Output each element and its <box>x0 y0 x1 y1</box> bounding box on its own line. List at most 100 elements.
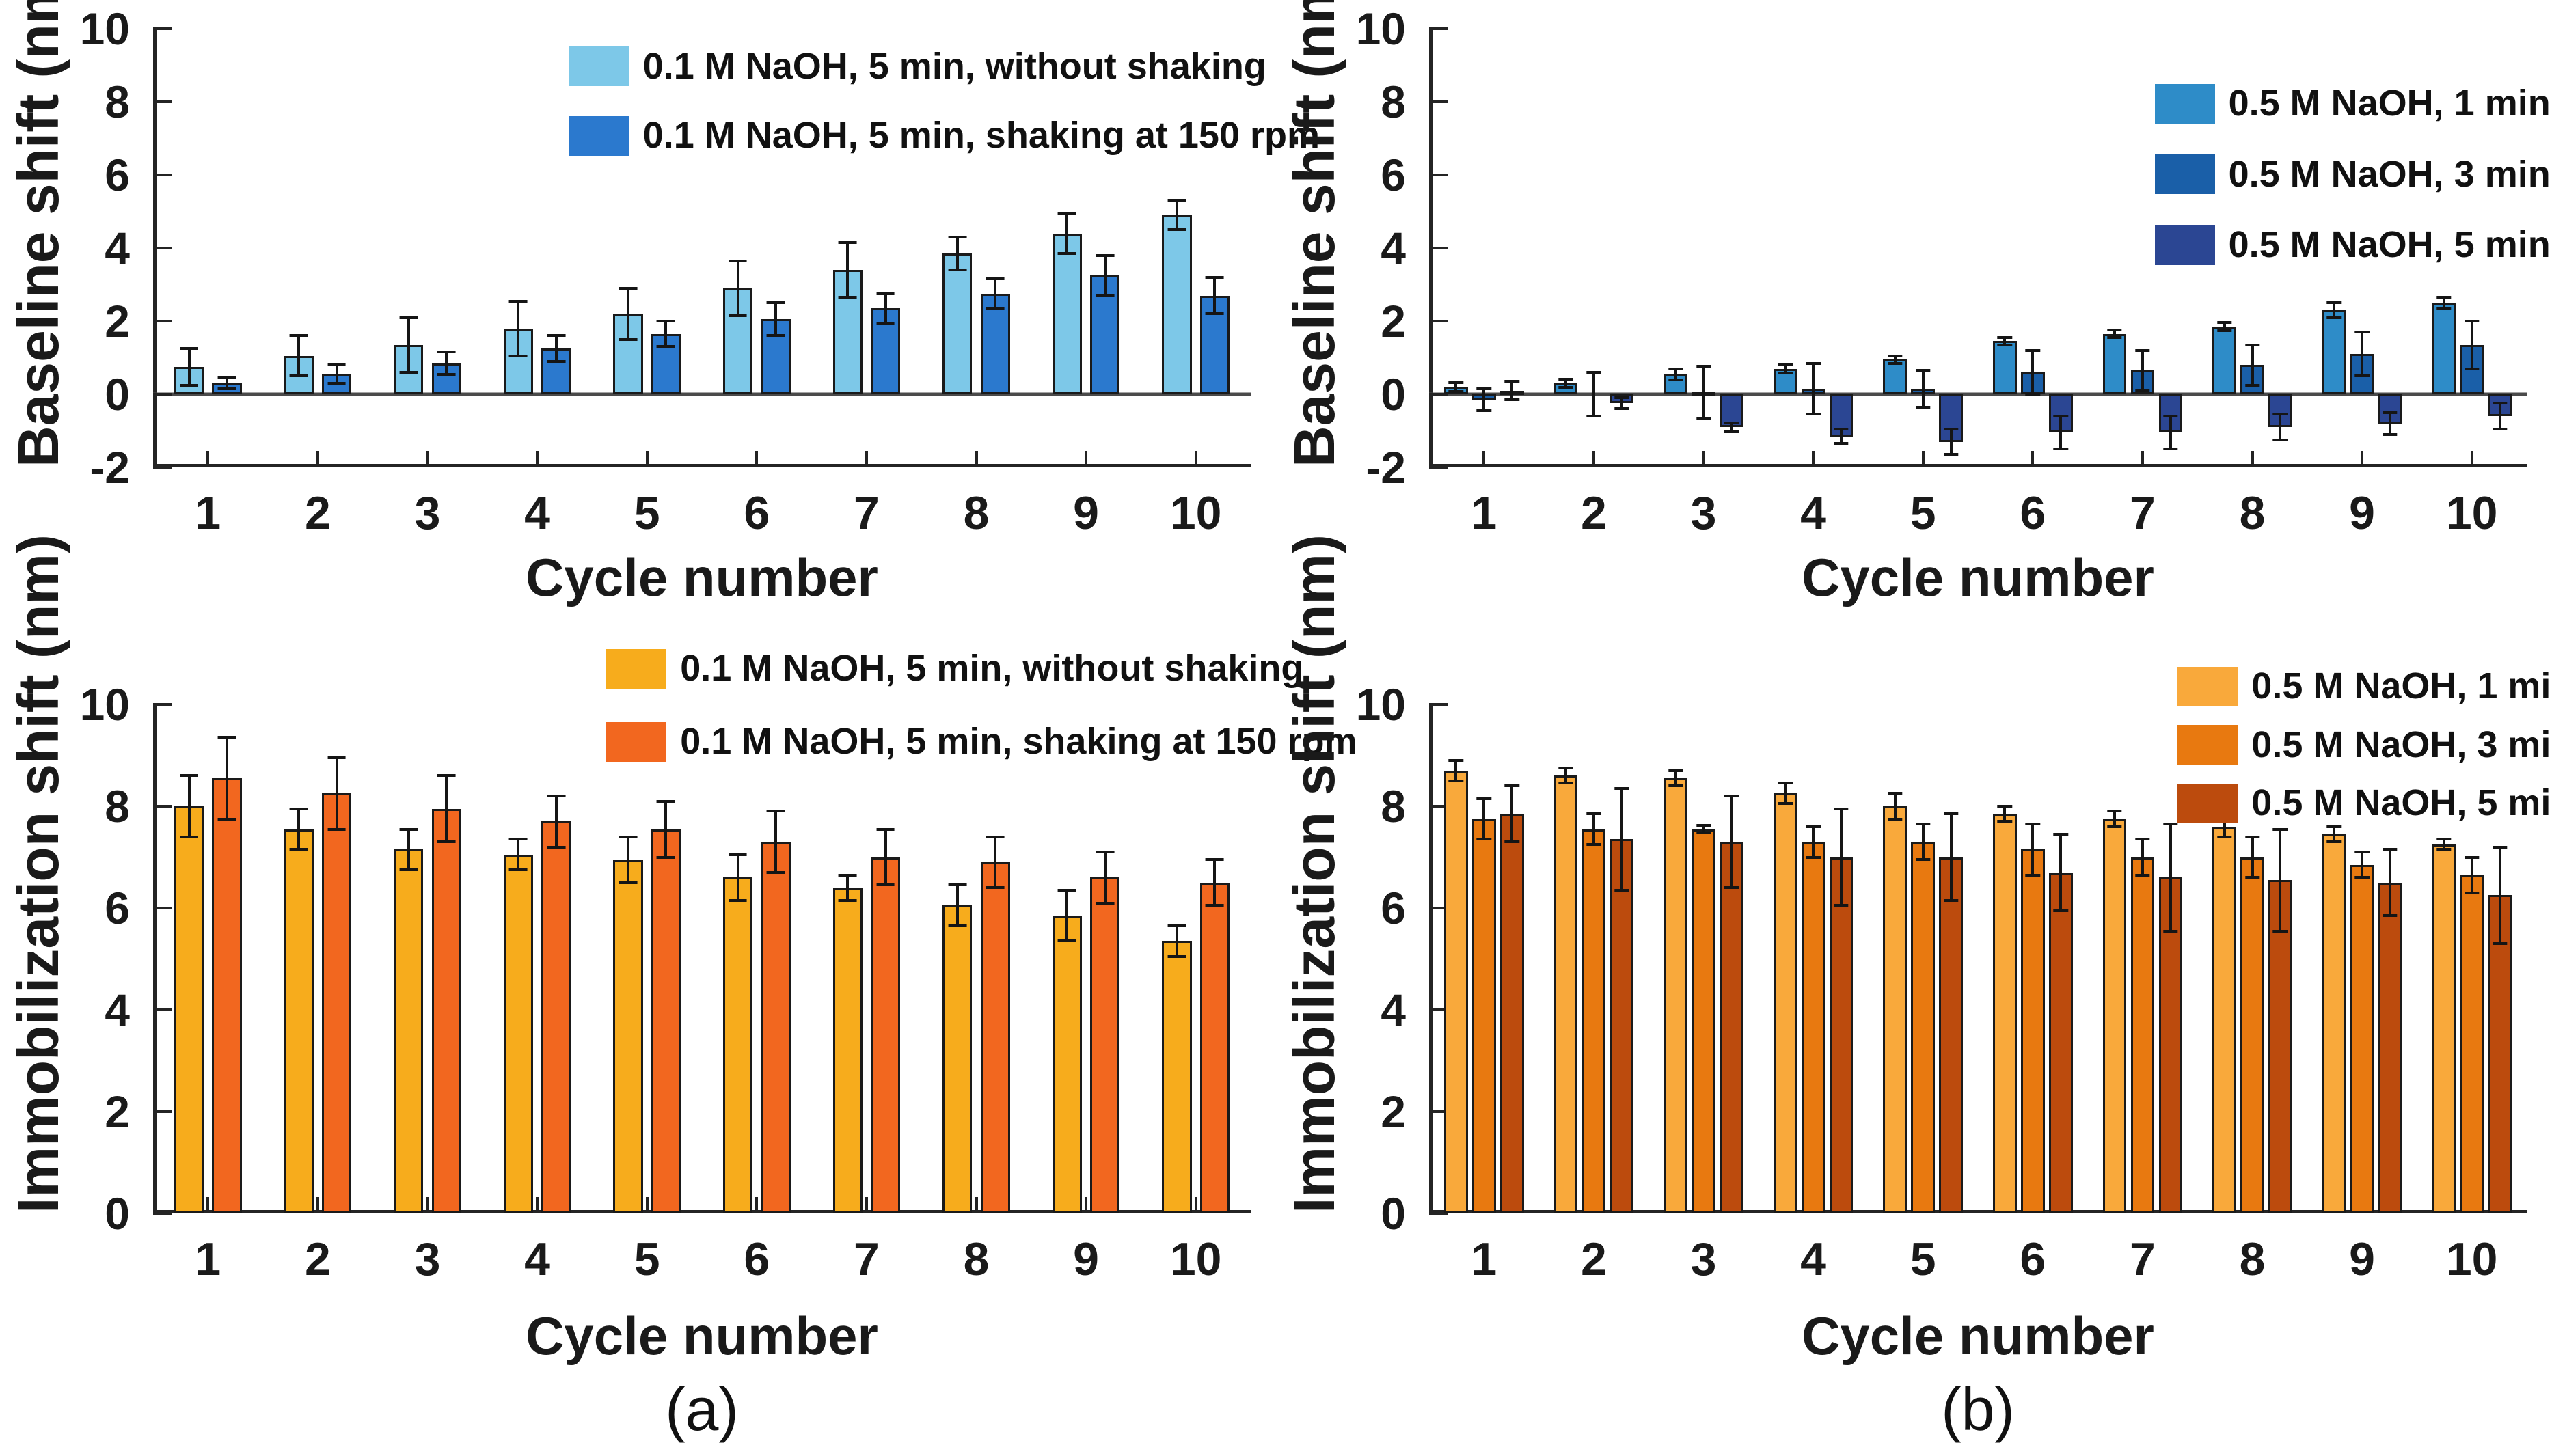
y-tick-label: 2 <box>105 1086 130 1137</box>
y-tick-mark <box>153 247 172 249</box>
error-bar <box>1213 860 1217 906</box>
x-axis-label: Cycle number <box>526 1306 878 1366</box>
error-bar <box>994 279 997 309</box>
error-bar-cap <box>2436 307 2452 310</box>
bar <box>1829 857 1854 1213</box>
error-bar-cap <box>1448 381 1464 384</box>
error-bar-cap <box>180 347 199 351</box>
error-bar <box>297 808 301 850</box>
error-bar-cap <box>2135 389 2150 392</box>
bar <box>1692 829 1715 1213</box>
error-bar <box>1949 428 1953 455</box>
subfigure-caption-a: (a) <box>665 1375 739 1443</box>
error-bar-cap <box>1696 832 1711 835</box>
error-bar-cap <box>217 736 236 739</box>
error-bar <box>2169 416 2172 450</box>
x-tick-label: 4 <box>524 487 551 539</box>
error-bar <box>736 854 739 901</box>
y-tick-label: 8 <box>1381 77 1406 127</box>
bar <box>2048 872 2073 1213</box>
error-bar-cap <box>2492 845 2508 849</box>
y-tick-mark <box>1429 1008 1448 1011</box>
legend-label: 0.1 M NaOH, 5 min, without shaking <box>642 45 1266 87</box>
error-bar <box>1454 760 1458 781</box>
error-bar-cap <box>1834 427 1849 430</box>
error-bar-cap <box>2244 835 2260 838</box>
x-axis-line <box>1429 1210 2527 1213</box>
error-bar <box>1510 381 1514 400</box>
error-bar-cap <box>2163 415 2178 418</box>
error-bar <box>517 839 520 870</box>
error-bar <box>1702 825 1705 834</box>
x-tick-mark <box>536 1197 539 1213</box>
error-bar-cap <box>2135 873 2150 877</box>
error-bar-cap <box>948 883 967 887</box>
legend-swatch <box>2177 666 2238 706</box>
x-tick-mark <box>206 451 210 467</box>
y-tick-mark <box>1429 466 1448 469</box>
bar <box>1052 916 1083 1213</box>
error-bar <box>2031 350 2035 394</box>
bar <box>980 293 1010 394</box>
y-tick-mark <box>1429 907 1448 909</box>
bar <box>2130 857 2155 1213</box>
error-bar <box>1893 355 1897 363</box>
error-bar-cap <box>729 259 748 262</box>
error-bar-cap <box>838 241 857 244</box>
error-bar-cap <box>1778 782 1793 785</box>
bar <box>174 806 204 1213</box>
y-tick-label: 10 <box>1355 3 1406 54</box>
error-bar-cap <box>1724 886 1739 890</box>
error-bar <box>1620 788 1623 890</box>
y-axis-label: Immobilization shift (nm) <box>6 534 70 1213</box>
error-bar-cap <box>1167 924 1186 928</box>
error-bar-cap <box>180 383 199 387</box>
y-tick-mark <box>153 1008 172 1011</box>
bar <box>2158 877 2183 1213</box>
error-bar <box>554 796 558 847</box>
x-tick-mark <box>2470 451 2473 467</box>
error-bar <box>1784 364 1787 373</box>
y-tick-mark <box>1429 247 1448 249</box>
error-bar-cap <box>876 827 895 831</box>
error-bar-cap <box>2383 848 2398 851</box>
error-bar <box>2470 321 2473 369</box>
y-tick-label: 4 <box>1381 223 1406 273</box>
error-bar <box>517 301 520 356</box>
bar <box>2432 303 2456 394</box>
y-tick-mark <box>153 805 172 808</box>
error-bar-cap <box>729 898 748 902</box>
error-bar <box>1175 926 1178 957</box>
x-tick-label: 2 <box>1580 1233 1607 1285</box>
error-bar-cap <box>1586 812 1601 816</box>
error-bar-cap <box>547 845 566 849</box>
error-bar-cap <box>2383 432 2398 436</box>
error-bar <box>297 335 301 376</box>
error-bar-cap <box>2326 825 2341 828</box>
error-bar-cap <box>1057 888 1076 892</box>
error-bar-cap <box>2244 876 2260 879</box>
error-bar-cap <box>1915 823 1931 826</box>
error-bar-cap <box>1668 784 1683 788</box>
error-bar <box>2361 852 2364 878</box>
error-bar-cap <box>508 838 528 841</box>
error-bar-cap <box>838 296 857 299</box>
error-bar <box>884 829 887 885</box>
x-tick-mark <box>645 1197 649 1213</box>
error-bar <box>2498 847 2501 944</box>
error-bar-cap <box>2436 296 2452 299</box>
x-tick-label: 1 <box>1471 487 1497 539</box>
error-bar <box>1564 768 1567 784</box>
y-tick-mark <box>153 100 172 103</box>
error-bar-cap <box>2053 832 2068 836</box>
legend-label: 0.5 M NaOH, 5 min <box>2251 782 2552 823</box>
x-tick-mark <box>1812 451 1815 467</box>
x-tick-mark <box>2141 451 2144 467</box>
x-tick-label: 6 <box>2020 487 2046 539</box>
panel-immobilization-shift-0.5M: Immobilization shift (nm) 0 2 4 6 8 10 1 2 3 4 5 6 7… <box>1276 534 2552 1380</box>
error-bar <box>2113 330 2116 338</box>
error-bar <box>626 836 629 883</box>
error-bar <box>2223 322 2226 331</box>
error-bar <box>1949 814 1953 901</box>
error-bar <box>1592 372 1595 417</box>
